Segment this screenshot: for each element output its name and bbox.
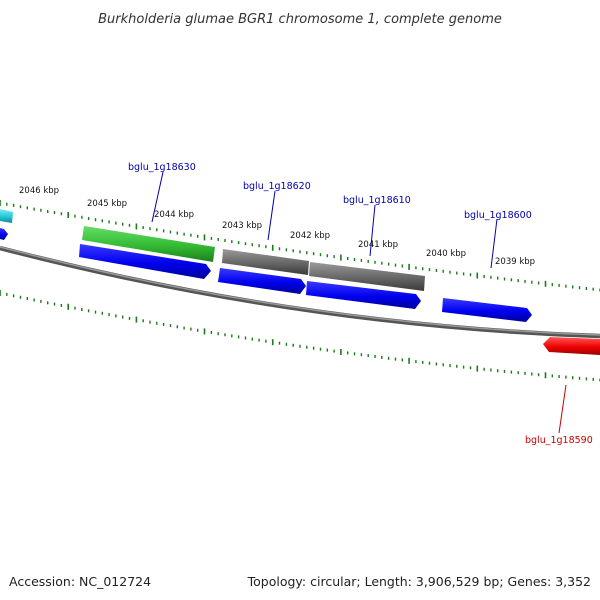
kbp-label: 2039 kbp	[495, 257, 535, 267]
gene-arrow-blue-edge[interactable]	[0, 228, 8, 240]
gene-label-group-18610[interactable]: bglu_1g18610	[343, 195, 411, 257]
gene-arrow-cyan[interactable]	[0, 209, 13, 223]
gene-label-group-18590[interactable]: bglu_1g18590	[525, 384, 593, 446]
kbp-label: 2041 kbp	[358, 240, 398, 250]
gene-label[interactable]: bglu_1g18600	[464, 210, 532, 221]
map-title: Burkholderia glumae BGR1 chromosome 1, c…	[98, 12, 502, 27]
kbp-label: 2043 kbp	[222, 221, 262, 231]
kbp-label: 2040 kbp	[426, 249, 466, 259]
gene-arrow-blue-3[interactable]	[306, 281, 421, 309]
kbp-label: 2045 kbp	[87, 199, 127, 209]
gene-label-group-18630[interactable]: bglu_1g18630	[128, 162, 196, 223]
gene-label-group-18600[interactable]: bglu_1g18600	[464, 210, 532, 269]
outer-tick-scale	[0, 200, 600, 292]
gene-arrow-blue-2[interactable]	[218, 268, 306, 294]
gene-label[interactable]: bglu_1g18620	[243, 181, 311, 192]
gene-arrow-blue-4[interactable]	[442, 298, 532, 322]
chromosome-backbone	[0, 245, 600, 339]
genome-summary-text: Topology: circular; Length: 3,906,529 bp…	[247, 574, 591, 589]
kbp-label: 2044 kbp	[154, 210, 194, 220]
gene-label[interactable]: bglu_1g18610	[343, 195, 411, 206]
gene-arrow-red[interactable]	[543, 337, 600, 355]
accession-text: Accession: NC_012724	[9, 574, 151, 589]
gene-label[interactable]: bglu_1g18630	[128, 162, 196, 173]
gene-arrow-green[interactable]	[82, 226, 215, 262]
gene-label[interactable]: bglu_1g18590	[525, 435, 593, 446]
gene-arrow-gray-1[interactable]	[222, 249, 309, 275]
inner-tick-scale	[0, 290, 600, 382]
gene-arrow-gray-2[interactable]	[309, 262, 425, 291]
gene-arrow-blue-1[interactable]	[79, 244, 211, 279]
kbp-label: 2042 kbp	[290, 231, 330, 241]
kbp-label: 2046 kbp	[19, 186, 59, 196]
gene-label-group-18620[interactable]: bglu_1g18620	[243, 181, 311, 241]
kbp-labels: 2046 kbp 2045 kbp 2044 kbp 2043 kbp 2042…	[19, 186, 535, 267]
